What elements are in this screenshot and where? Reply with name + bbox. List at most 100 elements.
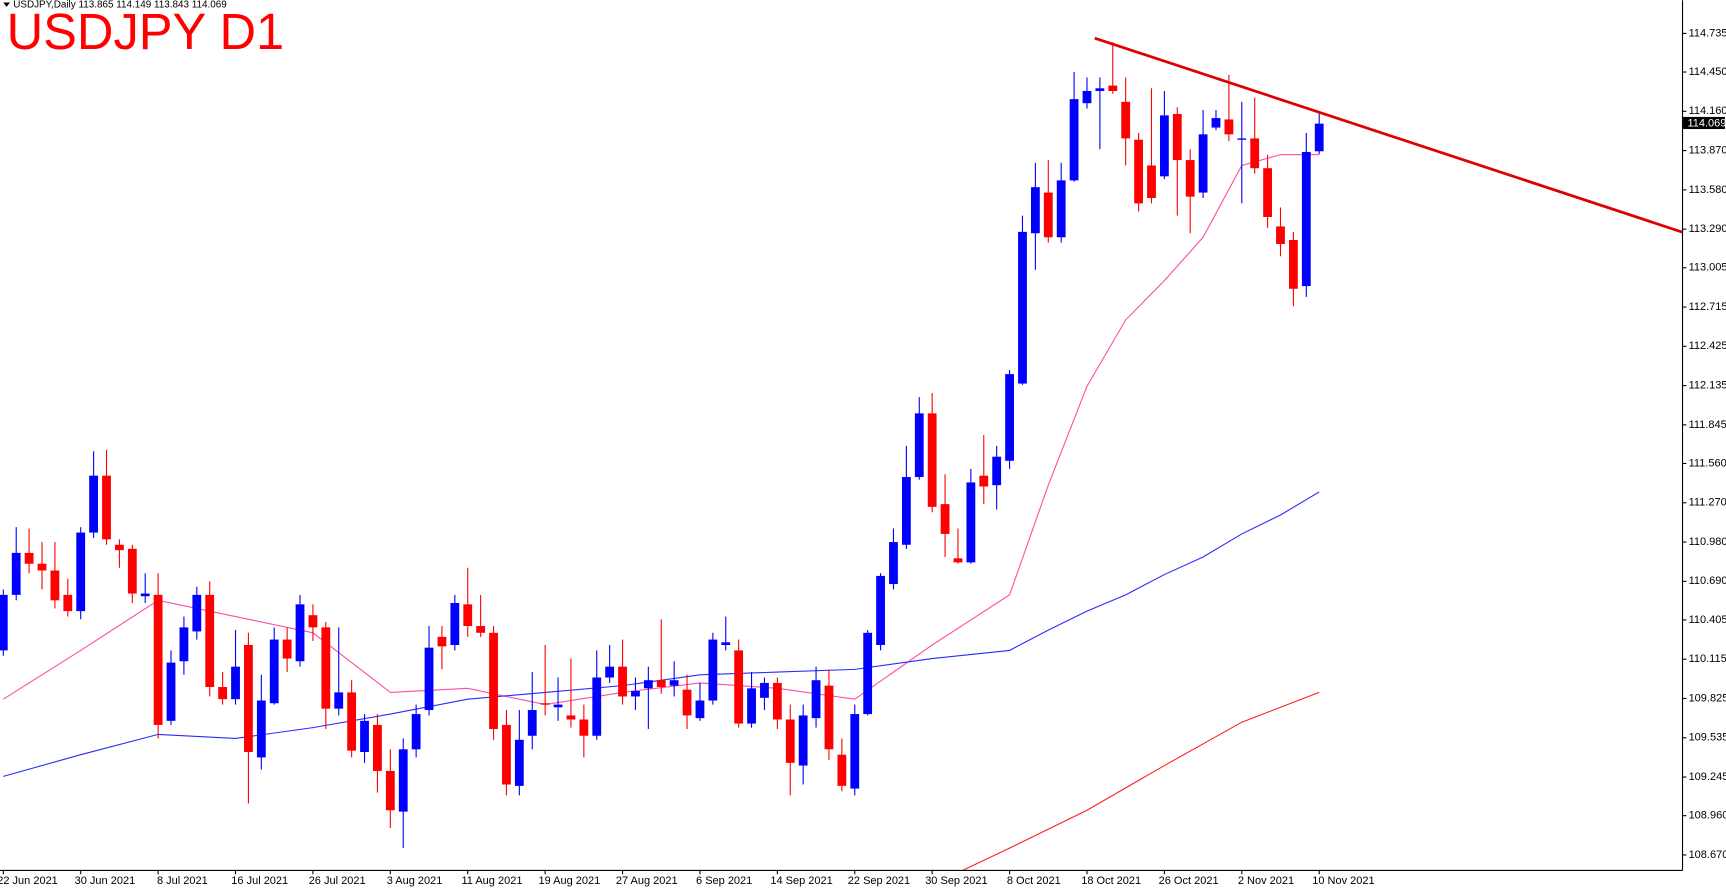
- y-tick-label: 112.715: [1689, 301, 1726, 313]
- candle-body: [850, 714, 860, 789]
- candle-body: [1121, 101, 1131, 139]
- candle-body: [140, 593, 150, 597]
- x-tick-label: 8 Jul 2021: [157, 875, 208, 887]
- candle-body: [1134, 139, 1143, 204]
- candle-body: [631, 691, 640, 697]
- candle-body: [166, 662, 176, 721]
- candle-body: [1250, 138, 1260, 169]
- candle-body: [1237, 138, 1247, 140]
- candle-body: [308, 615, 318, 628]
- candle-body: [1211, 118, 1221, 128]
- candle-body: [360, 720, 369, 753]
- candle-body: [411, 714, 421, 750]
- x-tick-label: 26 Jul 2021: [309, 875, 366, 887]
- candle-body: [992, 456, 1002, 486]
- candle-body: [760, 682, 769, 698]
- candle-body: [527, 710, 537, 736]
- candle-body: [1288, 239, 1298, 289]
- x-tick-label: 3 Aug 2021: [387, 875, 443, 887]
- candle-body: [256, 700, 266, 758]
- x-tick-label: 16 Jul 2021: [231, 875, 288, 887]
- x-tick-label: 30 Sep 2021: [925, 875, 987, 887]
- candle-body: [708, 639, 718, 701]
- y-tick-label: 109.535: [1689, 732, 1726, 744]
- candle-body: [669, 680, 679, 686]
- candle-body: [1030, 187, 1040, 234]
- y-tick-label: 111.560: [1689, 457, 1726, 469]
- y-tick-label: 113.290: [1689, 223, 1726, 235]
- x-tick-label: 2 Nov 2021: [1238, 875, 1294, 887]
- candle-body: [953, 558, 963, 563]
- x-tick-label: 19 Aug 2021: [538, 875, 600, 887]
- candle-body: [127, 548, 137, 594]
- candle-body: [347, 692, 357, 751]
- candle-body: [37, 563, 47, 571]
- candle-body: [63, 594, 73, 612]
- candle-body: [592, 677, 602, 736]
- candle-body: [476, 626, 486, 633]
- candle-body: [0, 594, 8, 651]
- candle-body: [566, 715, 576, 720]
- candle-body: [450, 603, 460, 645]
- candle-body: [192, 594, 202, 632]
- candle-body: [1198, 134, 1208, 193]
- candle-body: [231, 666, 240, 700]
- candle-body: [1263, 168, 1273, 217]
- candle-body: [940, 504, 950, 534]
- candle-body: [269, 639, 279, 704]
- candle-body: [1172, 114, 1182, 161]
- candle-body: [514, 739, 524, 786]
- candle-body: [605, 666, 615, 678]
- candle-body: [424, 647, 434, 711]
- candle-body: [218, 686, 228, 700]
- candle-body: [1056, 180, 1066, 238]
- x-tick-label: 11 Aug 2021: [461, 875, 522, 887]
- x-tick-label: 10 Nov 2021: [1312, 875, 1374, 887]
- candle-body: [1018, 231, 1027, 384]
- x-tick-label: 26 Oct 2021: [1159, 875, 1219, 887]
- candle-body: [1043, 192, 1053, 238]
- candle-body: [772, 682, 782, 720]
- candle-body: [1082, 90, 1092, 104]
- candle-body: [540, 703, 550, 705]
- candle-body: [979, 475, 989, 487]
- y-tick-label: 114.450: [1689, 66, 1726, 78]
- candle-body: [1276, 226, 1285, 245]
- candle-body: [205, 594, 215, 687]
- candle-body: [295, 604, 305, 662]
- x-tick-label: 30 Jun 2021: [75, 875, 136, 887]
- low-value: 113.843: [154, 0, 190, 10]
- y-tick-label: 110.690: [1689, 575, 1726, 587]
- candle-body: [179, 627, 189, 662]
- candle-body: [1095, 88, 1105, 91]
- candle-body: [1005, 374, 1014, 461]
- high-value: 114.149: [116, 0, 152, 10]
- candle-body: [656, 680, 666, 687]
- candle-body: [437, 636, 447, 647]
- candle-body: [76, 532, 86, 612]
- x-tick-label: 27 Aug 2021: [616, 875, 678, 887]
- candle-body: [398, 749, 408, 812]
- candle-body: [721, 642, 731, 645]
- candle-body: [914, 413, 924, 478]
- x-tick-label: 22 Sep 2021: [848, 875, 910, 887]
- candle-body: [824, 685, 834, 750]
- candle-body: [734, 650, 744, 724]
- y-tick-label: 109.825: [1689, 692, 1726, 704]
- y-tick-label: 113.005: [1689, 262, 1726, 274]
- y-tick-label: 114.160: [1689, 105, 1726, 117]
- candle-body: [244, 644, 253, 753]
- moving-average: [962, 691, 1320, 870]
- candle-body: [966, 482, 976, 563]
- candle-body: [876, 575, 885, 645]
- y-tick-label: 111.270: [1689, 497, 1726, 509]
- candle-body: [102, 475, 111, 540]
- close-value: 114.069: [192, 0, 228, 10]
- candle-body: [747, 688, 756, 724]
- candle-body: [321, 627, 331, 709]
- candle-body: [618, 666, 627, 697]
- candle-body: [89, 475, 99, 533]
